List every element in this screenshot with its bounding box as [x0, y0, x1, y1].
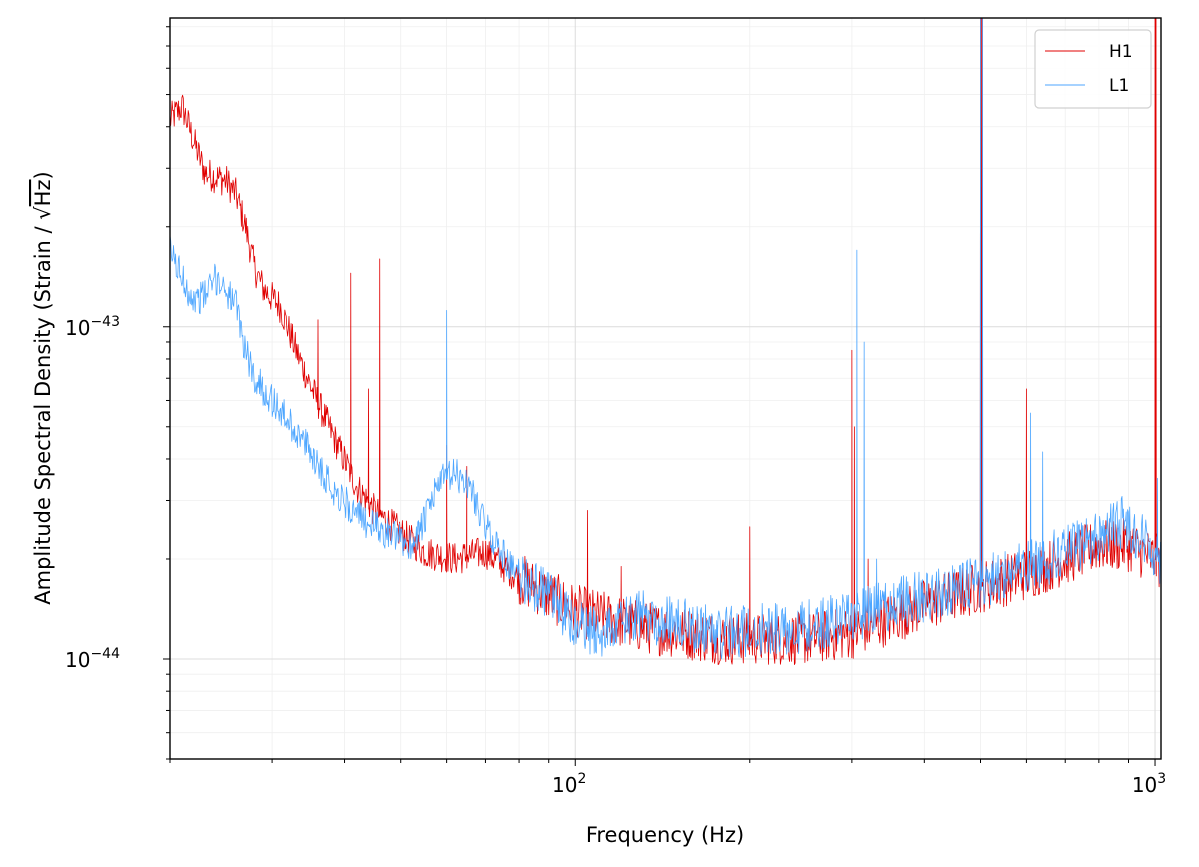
y-tick-label: 10−44: [65, 646, 120, 672]
series-line-l1: [170, 18, 1161, 660]
y-axis-label-group: Amplitude Spectral Density (Strain / √Hz…: [31, 171, 55, 604]
x-tick-label: 103: [1132, 771, 1166, 797]
y-axis-label-root: √: [31, 206, 55, 220]
series-layer: [170, 18, 1161, 666]
x-axis-label: Frequency (Hz): [586, 823, 744, 847]
y-axis-label-radicand: Hz: [31, 179, 55, 206]
legend-box: [1034, 29, 1152, 109]
legend-label-l1: L1: [1109, 76, 1129, 96]
legend-label-h1: H1: [1109, 42, 1133, 62]
svg-text:Amplitude Spectral Density (St: Amplitude Spectral Density (Strain / √Hz…: [31, 171, 55, 604]
y-tick-label: 10−43: [65, 314, 120, 340]
y-axis-label: Amplitude Spectral Density (Strain /: [31, 220, 55, 605]
axis-ticks: 102 103 10−43 10−44: [65, 26, 1166, 797]
y-axis-label-close: ): [31, 171, 55, 179]
x-tick-label: 102: [552, 771, 586, 797]
legend: H1 L1: [1034, 29, 1152, 109]
plot-frame: [169, 17, 1162, 760]
